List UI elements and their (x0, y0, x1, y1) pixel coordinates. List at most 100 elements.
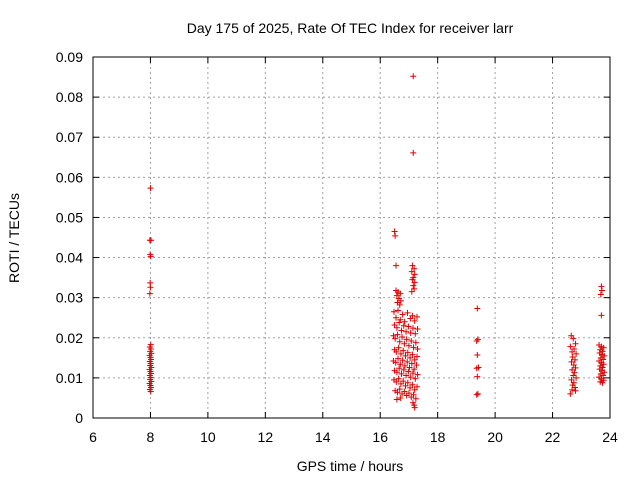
data-point-marker (403, 328, 410, 335)
data-point-marker (395, 375, 402, 382)
data-point-marker (401, 318, 408, 325)
data-point-marker (410, 391, 417, 398)
data-point-marker (147, 185, 154, 192)
data-point-marker (597, 291, 604, 298)
data-point-marker (407, 354, 414, 361)
data-point-marker (408, 360, 415, 367)
data-point-marker (409, 262, 416, 269)
x-axis: 6 8 10 12 14 16 18 20 22 24 (89, 57, 618, 445)
data-point-marker (600, 356, 607, 363)
y-tick-label: 0.05 (56, 209, 83, 225)
data-point-marker (474, 390, 481, 397)
data-point-marker (567, 390, 574, 397)
data-point-marker (405, 390, 412, 397)
data-point-marker (393, 396, 400, 403)
data-point-marker (570, 335, 577, 342)
data-point-marker (411, 366, 418, 373)
x-tick-label: 24 (602, 429, 618, 445)
data-point-marker (396, 386, 403, 393)
data-point-marker (568, 358, 575, 365)
data-point-marker (414, 346, 421, 353)
data-point-marker (405, 342, 412, 349)
data-point-marker (397, 394, 404, 401)
data-point-marker (412, 339, 419, 346)
y-tick-label: 0 (75, 410, 83, 426)
data-point-marker (404, 379, 411, 386)
data-point-marker (404, 349, 411, 356)
data-point-marker (413, 353, 420, 360)
data-point-marker (397, 316, 404, 323)
data-point-marker (397, 361, 404, 368)
data-point-marker (410, 73, 417, 80)
chart-title: Day 175 of 2025, Rate Of TEC Index for r… (187, 20, 514, 36)
y-tick-label: 0.06 (56, 169, 83, 185)
data-point-marker (598, 287, 605, 294)
x-tick-label: 10 (200, 429, 216, 445)
data-point-marker (572, 340, 579, 347)
data-point-marker (473, 337, 480, 344)
data-point-marker (403, 372, 410, 379)
data-point-marker (147, 253, 154, 260)
data-point-marker (393, 348, 400, 355)
y-tick-label: 0.02 (56, 330, 83, 346)
data-point-marker (394, 389, 401, 396)
data-point-marker (395, 355, 402, 362)
data-point-marker (411, 317, 418, 324)
data-point-marker (400, 366, 407, 373)
data-point-marker (413, 383, 420, 390)
data-point-marker (474, 373, 481, 380)
data-point-marker (410, 149, 417, 156)
data-point-marker (411, 386, 418, 393)
data-point-marker (402, 352, 409, 359)
data-point-marker (396, 338, 403, 345)
data-point-marker (408, 337, 415, 344)
data-point-marker (404, 358, 411, 365)
data-point-marker (405, 368, 412, 375)
data-point-marker (409, 325, 416, 332)
data-point-marker (569, 348, 576, 355)
data-point-marker (414, 325, 421, 332)
data-point-marker (409, 351, 416, 358)
data-point-marker (147, 284, 154, 291)
data-point-marker (391, 228, 398, 235)
data-point-marker (393, 314, 400, 321)
data-point-marker (598, 283, 605, 290)
data-point-marker (399, 333, 406, 340)
data-point-marker (399, 357, 406, 364)
data-point-marker (413, 313, 420, 320)
y-axis: 0 0.01 0.02 0.03 0.04 0.05 0.06 0.07 0.08 0.09 (56, 49, 610, 426)
data-point-marker (600, 372, 607, 379)
data-point-marker (414, 371, 421, 378)
data-point-marker (413, 362, 420, 369)
y-tick-label: 0.01 (56, 370, 83, 386)
data-point-marker (394, 331, 401, 338)
data-point-marker (401, 388, 408, 395)
x-tick-label: 20 (487, 429, 503, 445)
data-point-marker (573, 350, 580, 357)
data-point-marker (474, 305, 481, 312)
data-point-marker (397, 350, 404, 357)
data-point-marker (397, 297, 404, 304)
data-point-marker (412, 375, 419, 382)
data-point-marker (599, 379, 606, 386)
data-point-marker (407, 374, 414, 381)
data-point-marker (402, 382, 409, 389)
x-tick-label: 8 (147, 429, 155, 445)
y-tick-label: 0.03 (56, 290, 83, 306)
data-point-marker (393, 262, 400, 269)
data-point-marker (147, 388, 154, 395)
data-point-marker (146, 290, 153, 297)
data-point-marker (405, 323, 412, 330)
data-point-marker (404, 309, 411, 316)
y-tick-label: 0.09 (56, 49, 83, 65)
y-axis-label: ROTI / TECUs (6, 193, 22, 283)
data-point-marker (412, 330, 419, 337)
data-point-marker (409, 381, 416, 388)
data-point-marker (395, 307, 402, 314)
data-point-marker (571, 369, 578, 376)
x-tick-label: 18 (430, 429, 446, 445)
data-point-marker (396, 319, 403, 326)
data-point-marker (397, 290, 404, 297)
data-point-marker (403, 336, 410, 343)
data-point-marker (400, 378, 407, 385)
